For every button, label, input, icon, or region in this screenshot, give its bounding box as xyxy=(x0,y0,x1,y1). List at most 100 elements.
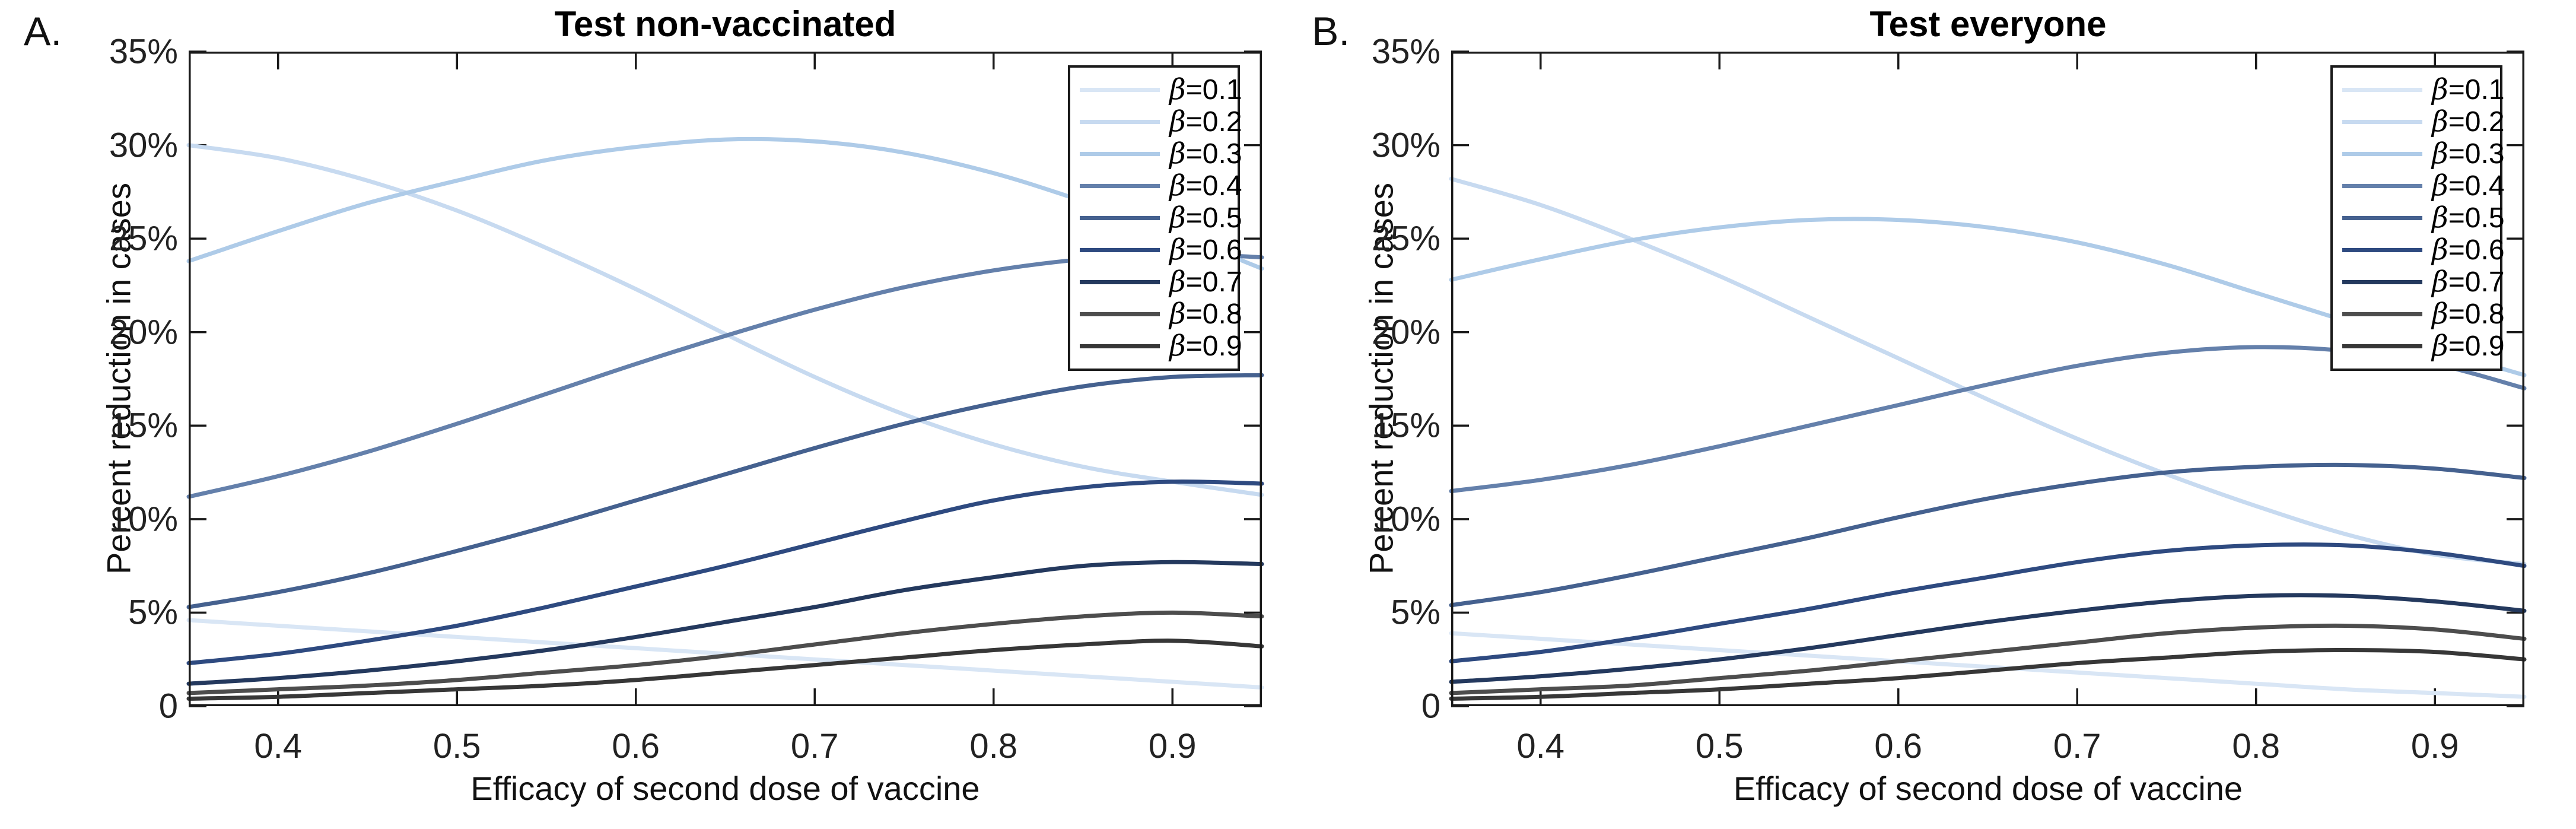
legend-line-swatch xyxy=(1080,344,1160,349)
axis-box xyxy=(1451,52,2524,706)
legend-label: β=0.4 xyxy=(2432,169,2505,202)
series-line-beta-0-9 xyxy=(186,639,1264,701)
panel-label-b: B. xyxy=(1312,9,1350,54)
panel-a: A. Test non-vaccinated Percent reduction… xyxy=(24,4,1264,807)
series-line-beta-0-5 xyxy=(1449,462,2527,608)
x-tick-label-0-5: 0.5 xyxy=(1695,727,1744,766)
y-tick-label-20pct: 20% xyxy=(109,313,178,352)
legend-line-swatch xyxy=(1080,215,1160,220)
y-tick-label-10pct: 10% xyxy=(1371,500,1440,539)
legend-label: β=0.6 xyxy=(2432,233,2505,267)
x-tick-label-0-6: 0.6 xyxy=(1874,727,1923,766)
legend-item-beta-0-9: β=0.9 xyxy=(1080,332,1242,361)
series-line-beta-0-5 xyxy=(186,373,1264,609)
legend-item-beta-0-7: β=0.7 xyxy=(1080,268,1242,297)
x-tick-label-0-9: 0.9 xyxy=(2410,727,2459,766)
legend: β=0.1 β=0.2 β=0.3 β=0.4 β=0.5 β=0.6 β=0.7 β=0.8… xyxy=(1068,65,1242,371)
x-tick-label-0-6: 0.6 xyxy=(612,727,660,766)
x-axis-label-a: Efficacy of second dose of vaccine xyxy=(470,770,980,807)
legend-item-beta-0-1: β=0.1 xyxy=(2342,75,2505,104)
y-tick-label-30pct: 30% xyxy=(109,126,178,165)
y-tick-label-0: 0 xyxy=(1421,687,1440,726)
x-tick-label-0-5: 0.5 xyxy=(432,727,481,766)
legend-line-swatch xyxy=(1080,87,1160,92)
legend-label: β=0.5 xyxy=(2432,201,2505,234)
legend-label: β=0.2 xyxy=(1169,104,1242,138)
y-tick-label-20pct: 20% xyxy=(1371,313,1440,352)
legend-item-beta-0-4: β=0.4 xyxy=(1080,171,1242,201)
legend-item-beta-0-5: β=0.5 xyxy=(1080,204,1242,233)
legend-line-swatch xyxy=(2342,87,2422,92)
plot-canvas xyxy=(1449,50,2527,707)
legend-line-swatch xyxy=(1080,248,1160,253)
x-tick-label-0-7: 0.7 xyxy=(790,727,839,766)
legend-line-swatch xyxy=(2342,215,2422,220)
legend-line-swatch xyxy=(1080,312,1160,317)
y-tick-label-25pct: 25% xyxy=(1371,219,1440,258)
legend-label: β=0.9 xyxy=(2432,329,2505,363)
legend-line-swatch xyxy=(2342,151,2422,156)
y-tick-label-5pct: 5% xyxy=(1391,593,1440,632)
legend-label: β=0.1 xyxy=(1169,72,1242,106)
series-line-beta-0-7 xyxy=(186,560,1264,686)
legend-line-swatch xyxy=(1080,151,1160,156)
y-tick-label-15pct: 15% xyxy=(1371,406,1440,445)
legend-line-swatch xyxy=(2342,248,2422,253)
chart-title-a: Test non-vaccinated xyxy=(554,4,896,44)
y-tick-label-35pct: 35% xyxy=(109,32,178,71)
series-line-beta-0-9 xyxy=(1449,648,2527,701)
y-tick-label-30pct: 30% xyxy=(1371,126,1440,165)
y-tick-label-35pct: 35% xyxy=(1371,32,1440,71)
legend-line-swatch xyxy=(2342,119,2422,124)
legend-item-beta-0-6: β=0.6 xyxy=(1080,236,1242,265)
plot-canvas xyxy=(186,50,1264,707)
x-tick-label-0-8: 0.8 xyxy=(969,727,1018,766)
legend-label: β=0.8 xyxy=(2432,297,2505,331)
legend-label: β=0.1 xyxy=(2432,72,2505,106)
legend-line-swatch xyxy=(1080,183,1160,188)
legend-line-swatch xyxy=(2342,344,2422,349)
legend-item-beta-0-6: β=0.6 xyxy=(2342,236,2505,265)
plot-area-b: β=0.1 β=0.2 β=0.3 β=0.4 β=0.5 β=0.6 β=0.7 β=0.8… xyxy=(1449,50,2527,707)
legend-item-beta-0-3: β=0.3 xyxy=(1080,139,1242,169)
axis-box xyxy=(189,52,1262,706)
legend-item-beta-0-1: β=0.1 xyxy=(1080,75,1242,104)
legend-line-swatch xyxy=(2342,280,2422,285)
legend-label: β=0.5 xyxy=(1169,201,1242,234)
panel-b: B. Test everyone Percent reduction in ca… xyxy=(1288,0,2576,829)
x-tick-label-0-7: 0.7 xyxy=(2053,727,2101,766)
legend-line-swatch xyxy=(1080,280,1160,285)
legend-item-beta-0-8: β=0.8 xyxy=(2342,300,2505,329)
series-line-beta-0-6 xyxy=(1449,542,2527,663)
plot-area-a: β=0.1 β=0.2 β=0.3 β=0.4 β=0.5 β=0.6 β=0.7 β=0.8… xyxy=(186,50,1264,707)
legend-line-swatch xyxy=(2342,183,2422,188)
legend-label: β=0.6 xyxy=(1169,233,1242,267)
legend-line-swatch xyxy=(1080,119,1160,124)
series-line-beta-0-6 xyxy=(186,479,1264,665)
legend-label: β=0.7 xyxy=(2432,265,2505,299)
series-line-beta-0-7 xyxy=(1449,593,2527,684)
chart-title-b: Test everyone xyxy=(1869,4,2107,44)
x-tick-label-0-4: 0.4 xyxy=(254,727,303,766)
legend-item-beta-0-2: β=0.2 xyxy=(1080,107,1242,136)
legend: β=0.1 β=0.2 β=0.3 β=0.4 β=0.5 β=0.6 β=0.7 β=0.8… xyxy=(2330,65,2505,371)
x-tick-label-0-4: 0.4 xyxy=(1516,727,1565,766)
legend-label: β=0.3 xyxy=(2432,136,2505,170)
legend-item-beta-0-9: β=0.9 xyxy=(2342,332,2505,361)
x-tick-label-0-8: 0.8 xyxy=(2232,727,2281,766)
y-tick-label-25pct: 25% xyxy=(109,219,178,258)
legend-item-beta-0-2: β=0.2 xyxy=(2342,107,2505,136)
legend-label: β=0.4 xyxy=(1169,169,1242,202)
axis-tick-marks xyxy=(189,50,1262,707)
legend-label: β=0.8 xyxy=(1169,297,1242,331)
x-axis-label-b: Efficacy of second dose of vaccine xyxy=(1733,770,2243,807)
legend-label: β=0.9 xyxy=(1169,329,1242,363)
y-tick-label-5pct: 5% xyxy=(128,593,178,632)
legend-item-beta-0-4: β=0.4 xyxy=(2342,171,2505,201)
y-tick-label-0: 0 xyxy=(158,687,178,726)
y-tick-label-15pct: 15% xyxy=(109,406,178,445)
legend-item-beta-0-3: β=0.3 xyxy=(2342,139,2505,169)
legend-label: β=0.3 xyxy=(1169,136,1242,170)
series-line-beta-0-1 xyxy=(1449,631,2527,699)
